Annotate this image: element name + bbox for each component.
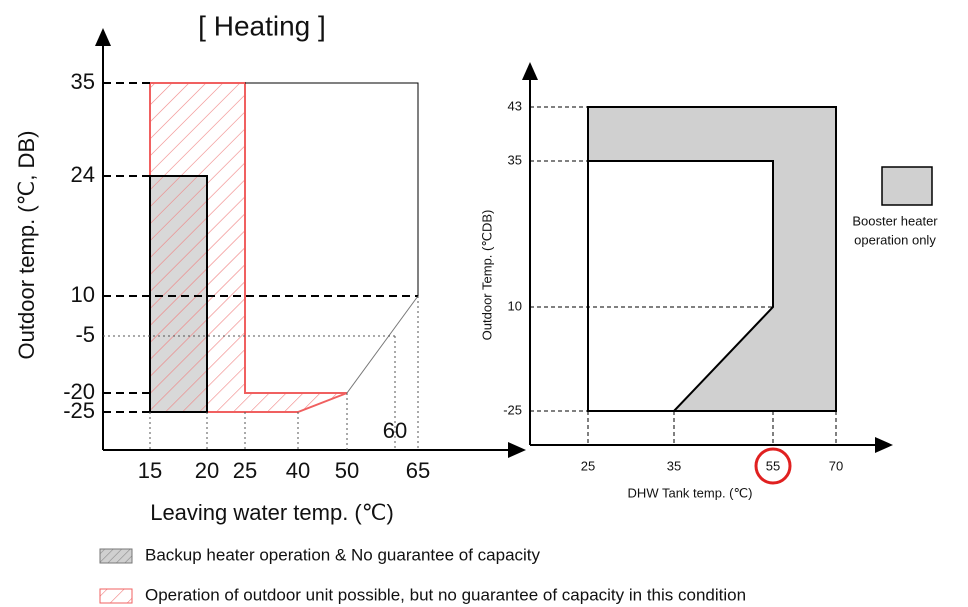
range-outline bbox=[245, 82, 419, 296]
x-tick-label: 50 bbox=[335, 458, 359, 483]
legend-text: Operation of outdoor unit possible, but … bbox=[145, 585, 746, 604]
backup-outline bbox=[149, 175, 208, 413]
x-tick-label: 65 bbox=[406, 458, 430, 483]
y-label: Outdoor Temp. (℃DB) bbox=[479, 210, 494, 341]
range-diagonal bbox=[346, 295, 419, 394]
legend-text: Backup heater operation & No guarantee o… bbox=[145, 545, 541, 564]
x-tick-label: 55 bbox=[766, 458, 780, 473]
y-tick-label: 35 bbox=[71, 69, 95, 94]
annotation: 60 bbox=[383, 418, 407, 443]
booster-legend-box bbox=[881, 166, 933, 206]
outdoor-possible-region bbox=[149, 82, 348, 413]
dhw-chart: Outdoor Temp. (℃DB) DHW Tank temp. (℃) B… bbox=[479, 62, 938, 500]
x-tick-label: 25 bbox=[233, 458, 257, 483]
y-tick-label: 43 bbox=[508, 98, 522, 113]
x-tick-label: 40 bbox=[286, 458, 310, 483]
x-tick-label: 15 bbox=[138, 458, 162, 483]
title: [ Heating ] bbox=[198, 10, 326, 41]
y-tick-label: -20 bbox=[63, 379, 95, 404]
x-label: DHW Tank temp. (℃) bbox=[628, 485, 753, 500]
x-tick-label: 70 bbox=[829, 458, 843, 473]
y-tick-label: 24 bbox=[71, 162, 95, 187]
legend-swatch bbox=[99, 548, 133, 564]
y-tick-label: -25 bbox=[503, 402, 522, 417]
y-tick-label: 10 bbox=[71, 282, 95, 307]
x-tick-label: 20 bbox=[195, 458, 219, 483]
booster-legend: Booster heater bbox=[852, 213, 938, 228]
heat-pump-region bbox=[587, 160, 774, 412]
y-label: Outdoor temp. (℃, DB) bbox=[14, 131, 39, 360]
highlight-circle bbox=[754, 447, 792, 485]
x-tick-label: 25 bbox=[581, 458, 595, 473]
y-tick-label: -25 bbox=[63, 398, 95, 423]
x-tick-label: 35 bbox=[667, 458, 681, 473]
y-tick-label: 10 bbox=[508, 298, 522, 313]
y-tick-label: 35 bbox=[508, 152, 522, 167]
heating-chart: [ Heating ] 60 Outdoor temp. (℃, DB) Lea… bbox=[14, 10, 526, 525]
booster-legend: operation only bbox=[854, 232, 936, 247]
y-tick-label: -5 bbox=[75, 322, 95, 347]
legend-swatch bbox=[99, 588, 133, 604]
x-label: Leaving water temp. (℃) bbox=[150, 500, 394, 525]
